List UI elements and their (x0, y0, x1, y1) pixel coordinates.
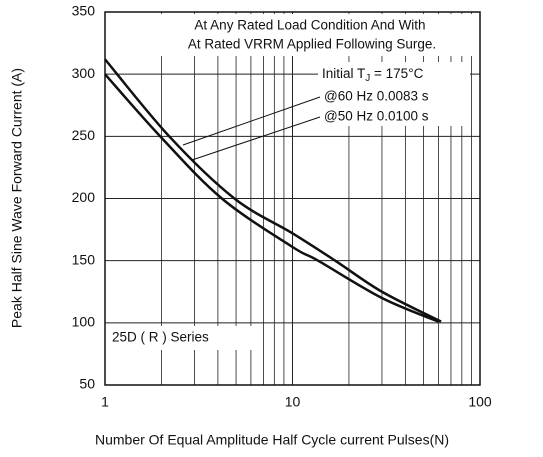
x-tick-label: 1 (101, 394, 109, 410)
leader-line (191, 116, 321, 161)
y-tick-label: 350 (72, 3, 96, 19)
legend-box (318, 62, 470, 126)
y-tick-label: 50 (79, 376, 95, 392)
note-box (140, 14, 475, 56)
y-tick-label: 100 (72, 314, 96, 330)
curves (104, 58, 442, 323)
x-tick-label: 10 (285, 394, 301, 410)
y-tick-label: 200 (72, 189, 96, 205)
y-tick-label: 250 (72, 127, 96, 143)
legend-label: @60 Hz 0.0083 s (324, 89, 429, 104)
y-axis-label: Peak Half Sine Wave Forward Current (A) (9, 68, 25, 328)
leader-line (182, 96, 321, 146)
annotation-subscript: J (365, 73, 370, 84)
x-tick-label: 100 (468, 394, 492, 410)
legend-label: @50 Hz 0.0100 s (324, 109, 429, 124)
y-tick-label: 300 (72, 65, 96, 81)
annotation: At Rated VRRM Applied Following Surge. (188, 37, 436, 52)
annotation: Initial TJ = 175°C (322, 66, 424, 84)
annotation-text: = 175°C (370, 66, 423, 81)
annotation: At Any Rated Load Condition And With (194, 18, 425, 33)
annotation-text: Initial T (322, 66, 365, 81)
series-box (107, 326, 262, 350)
annotation: 25D ( R ) Series (112, 330, 209, 345)
y-tick-label: 150 (72, 251, 96, 267)
plot-frame (104, 11, 481, 386)
curve (104, 73, 439, 323)
curve (104, 58, 442, 323)
x-axis-label: Number Of Equal Amplitude Half Cycle cur… (95, 432, 449, 448)
